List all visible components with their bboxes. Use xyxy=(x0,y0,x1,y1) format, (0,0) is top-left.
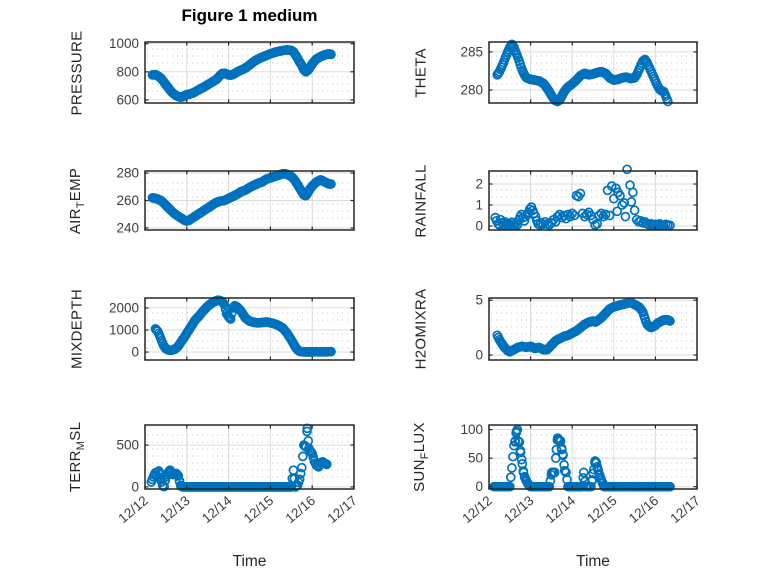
x-tick-label: 12/12 xyxy=(459,493,495,526)
plot-area-mixdepth: 0 1000 2000 xyxy=(109,295,355,361)
y-tick-label: 280 xyxy=(460,83,483,98)
data-points xyxy=(490,164,675,231)
x-tick-label: 12/17 xyxy=(667,493,703,526)
x-tick-label: 12/13 xyxy=(501,493,537,526)
data-points xyxy=(146,423,332,492)
plot-area-pressure: 600 800 1000 xyxy=(109,36,355,107)
plot-area-sunflux: 0 50 100 12/12 12/13 12/14 12/15 12/16 12/17 xyxy=(459,422,703,527)
x-tick-label: 12/15 xyxy=(241,493,277,526)
y-axis-label-text: RAINFALL xyxy=(412,163,430,238)
plot-area-terrmsl: 0 500 12/12 12/13 12/14 12/15 12/16 12/17 xyxy=(115,423,360,527)
y-tick-label: 0 xyxy=(131,345,139,360)
y-tick-label: 240 xyxy=(116,220,139,235)
x-axis-title-right: Time xyxy=(576,553,610,570)
figure-title: Figure 1 medium xyxy=(181,6,318,25)
y-tick-label: 500 xyxy=(116,438,139,453)
y-tick-label: 1 xyxy=(475,198,483,213)
subplot-pressure: PRESSURE 600 800 1000 xyxy=(69,30,370,119)
y-tick-label: 50 xyxy=(468,451,483,466)
subplot-terrmsl: TERRMSL 0 500 12/12 12/13 12/14 12/15 12/16 12/… xyxy=(67,413,370,569)
y-axis-label-text: TERRMSL xyxy=(67,421,87,493)
y-axis-label-text: H2OMIXRA xyxy=(412,288,430,370)
y-tick-label: 1000 xyxy=(109,322,139,337)
axis-ticks xyxy=(144,298,355,360)
y-axis-label-text: AIRTEMP xyxy=(67,167,87,234)
y-tick-label: 0 xyxy=(475,219,483,234)
y-axis-label-text: PRESSURE xyxy=(68,30,86,115)
x-axis-title-left: Time xyxy=(232,553,267,570)
y-tick-label: 100 xyxy=(460,422,483,437)
axes-box xyxy=(488,424,698,490)
plot-area-rainfall: 0 1 2 xyxy=(475,164,698,234)
subplot-sunflux: SUNFLUX 0 50 100 12/12 12/13 12/14 12/15 12/16 1… xyxy=(411,413,713,569)
x-tick-label: 12/16 xyxy=(283,493,319,526)
x-tick-label: 12/12 xyxy=(115,493,151,526)
x-tick-label: 12/13 xyxy=(157,493,193,526)
axis-ticks xyxy=(488,298,698,360)
axis-ticks xyxy=(144,425,355,489)
data-points xyxy=(492,39,673,107)
data-points xyxy=(147,45,336,102)
y-axis-label-text: SUNFLUX xyxy=(411,422,431,492)
subplot-airtemp: AIRTEMP 240 260 280 xyxy=(67,159,370,246)
subplot-theta: THETA 280 285 xyxy=(413,30,713,119)
y-tick-label: 285 xyxy=(460,44,483,59)
data-points xyxy=(489,424,675,492)
subplot-mixdepth: MIXDEPTH 0 1000 2000 xyxy=(69,286,370,376)
axes-box xyxy=(144,297,355,361)
axis-ticks xyxy=(144,42,355,103)
y-axis-label-text: THETA xyxy=(412,47,430,98)
x-tick-label: 12/17 xyxy=(324,493,360,526)
data-points xyxy=(492,297,675,357)
y-tick-label: 600 xyxy=(116,92,139,107)
data-points xyxy=(150,295,336,357)
plot-area-airtemp: 240 260 280 xyxy=(116,166,355,235)
axes-box xyxy=(488,297,698,361)
y-tick-label: 5 xyxy=(475,293,483,308)
x-tick-label: 12/14 xyxy=(543,493,579,527)
axis-ticks xyxy=(144,171,355,230)
axes-box xyxy=(144,41,355,104)
axis-ticks xyxy=(488,171,698,230)
axes-box xyxy=(144,424,355,490)
x-tick-label: 12/16 xyxy=(626,493,662,526)
y-tick-label: 800 xyxy=(116,64,139,79)
y-tick-label: 0 xyxy=(475,348,483,363)
axes-box xyxy=(488,41,698,104)
y-axis-label-text: MIXDEPTH xyxy=(68,289,86,369)
y-tick-label: 1000 xyxy=(109,36,139,51)
y-tick-label: 260 xyxy=(116,193,139,208)
plot-area-h2omixra: 05 xyxy=(475,293,698,363)
axes-box xyxy=(488,170,698,231)
y-tick-label: 0 xyxy=(131,479,139,494)
axis-ticks xyxy=(488,425,698,489)
plot-area-theta: 280 285 xyxy=(460,39,698,107)
x-tick-label: 12/15 xyxy=(584,493,620,526)
axis-ticks xyxy=(488,42,698,103)
y-tick-label: 0 xyxy=(475,479,483,494)
y-tick-label: 280 xyxy=(116,166,139,181)
x-tick-label: 12/14 xyxy=(199,493,235,527)
subplot-rainfall: RAINFALL 0 1 2 xyxy=(413,159,713,246)
data-points xyxy=(147,168,336,226)
y-tick-label: 2 xyxy=(475,177,483,192)
y-tick-label: 2000 xyxy=(109,300,139,315)
